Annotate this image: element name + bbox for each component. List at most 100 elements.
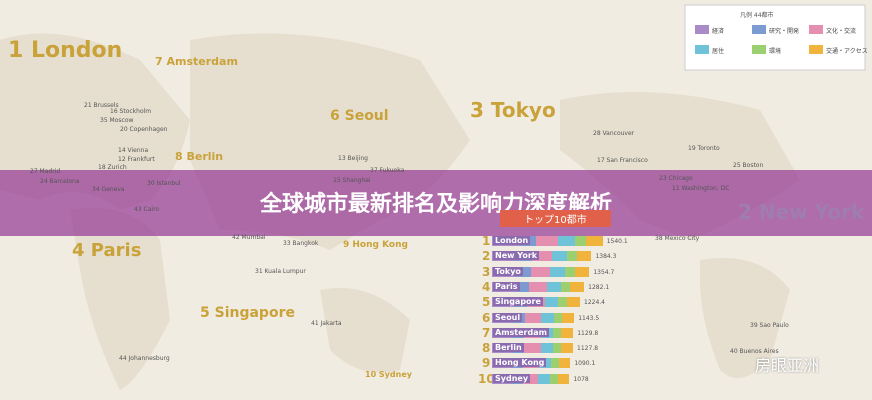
rank-city: London — [493, 236, 531, 245]
legend-swatch — [809, 45, 823, 54]
score-bar-part — [524, 343, 541, 354]
score-bar-part — [561, 281, 571, 292]
score-bar-part — [544, 297, 558, 308]
score-bar-part — [560, 343, 574, 354]
top-city-label: 5 Singapore — [200, 305, 295, 321]
rank-city: Hong Kong — [493, 358, 547, 368]
legend-item: 経済 — [712, 28, 725, 35]
rank-number: 10 — [478, 371, 495, 386]
city-label: 38 Mexico City — [655, 235, 700, 242]
city-label: 17 San Francisco — [597, 157, 648, 164]
score-bar-part — [538, 373, 551, 384]
score-bar-part — [547, 281, 562, 292]
legend-item: 文化・交流 — [826, 28, 857, 35]
rank-city: Singapore — [493, 297, 543, 307]
city-label: 21 Brussels — [84, 102, 119, 109]
city-label: 37 Fukuoka — [370, 167, 405, 174]
rank-city: New York — [493, 251, 540, 261]
score-bar-part — [550, 373, 558, 384]
score-bar-part — [522, 373, 539, 384]
score-bar-part — [552, 343, 561, 354]
score-bar-part — [540, 343, 553, 354]
top-city-label: 7 Amsterdam — [155, 55, 238, 68]
score-bar-part — [565, 266, 575, 277]
city-label: 18 Zurich — [98, 164, 127, 171]
top-city-label: 8 Berlin — [175, 150, 224, 163]
legend-title: 凡例 44都市 — [740, 12, 774, 19]
score-bar-part — [558, 297, 567, 308]
legend-item: 研究・開発 — [769, 28, 800, 35]
rank-score: 1384.3 — [595, 253, 617, 261]
rank-score: 1129.8 — [577, 329, 599, 337]
score-bar-part — [531, 251, 552, 262]
legend-item: 居住 — [712, 48, 725, 55]
rank-score: 1090.1 — [574, 360, 596, 368]
city-label: 24 Barcelona — [40, 178, 80, 185]
top-city-label: 2 New York — [738, 200, 865, 224]
rank-number: 3 — [482, 264, 491, 279]
score-bar-part — [536, 236, 559, 246]
rank-city: Sydney — [493, 373, 531, 383]
banner-band — [0, 170, 872, 236]
city-label: 43 Cairo — [134, 206, 160, 213]
score-bar-part — [561, 312, 575, 323]
rank-city: Amsterdam — [493, 327, 549, 337]
rank-score: 1127.8 — [577, 345, 599, 353]
score-bar-part — [551, 251, 567, 262]
city-label: 30 Istanbul — [147, 180, 181, 187]
rank-score: 1282.1 — [588, 283, 610, 291]
city-label: 35 Moscow — [100, 117, 134, 124]
rank-city: Seoul — [493, 312, 523, 322]
score-bar-part — [553, 312, 562, 323]
top-city-label: 9 Hong Kong — [343, 240, 408, 250]
legend-item: 環境 — [769, 48, 782, 55]
city-label: 25 Boston — [733, 162, 764, 169]
score-bar-part — [558, 358, 571, 369]
rank-score: 1354.7 — [593, 268, 615, 276]
score-bar-part — [524, 312, 542, 323]
city-label: 33 Bangkok — [283, 240, 319, 247]
city-label: 20 Copenhagen — [120, 126, 168, 133]
city-label: 23 Chicago — [659, 175, 693, 182]
city-label: 19 Toronto — [688, 145, 720, 152]
top-city-label: 4 Paris — [72, 240, 142, 261]
city-label: 44 Johannesburg — [119, 355, 170, 362]
rank-number: 4 — [482, 279, 491, 294]
rank-number: 5 — [482, 295, 491, 310]
score-bar-part — [516, 266, 531, 277]
rank-number: 9 — [482, 356, 491, 371]
legend-swatch — [809, 25, 823, 34]
score-bar-part — [550, 358, 559, 369]
city-label: 13 Beijing — [338, 155, 368, 162]
ranking-title: トップ10都市 — [500, 210, 611, 227]
top-city-label: 3 Tokyo — [470, 98, 556, 122]
top-city-label: 1 London — [8, 38, 123, 63]
score-bar-part — [557, 373, 570, 384]
score-bar-part — [558, 236, 575, 246]
city-label: 28 Vancouver — [593, 130, 635, 137]
rank-city: Paris — [493, 281, 520, 291]
city-label: 11 Washington, DC — [672, 185, 730, 192]
top-city-label: 10 Sydney — [365, 370, 412, 379]
score-bar-part — [576, 251, 592, 262]
score-bar-part — [528, 281, 548, 292]
score-bar-part — [541, 312, 554, 323]
rank-number: 8 — [482, 341, 491, 356]
legend-swatch — [752, 25, 766, 34]
legend-swatch — [695, 45, 709, 54]
city-label: 15 Shanghai — [333, 177, 371, 184]
score-bar-part — [561, 327, 574, 338]
score-bar-part — [530, 266, 551, 277]
rank-score: 1078 — [573, 375, 589, 383]
score-bar-part — [550, 266, 565, 277]
city-label: 31 Kuala Lumpur — [255, 268, 306, 275]
city-label: 42 Mumbai — [232, 234, 266, 241]
city-label: 16 Stockholm — [110, 108, 152, 115]
city-label: 39 Sao Paulo — [750, 322, 789, 329]
score-bar-part — [570, 281, 585, 292]
top-city-label: 6 Seoul — [330, 108, 389, 124]
city-label: 14 Vienna — [118, 147, 149, 154]
rank-number: 7 — [482, 325, 491, 340]
city-label: 34 Geneva — [92, 186, 125, 193]
